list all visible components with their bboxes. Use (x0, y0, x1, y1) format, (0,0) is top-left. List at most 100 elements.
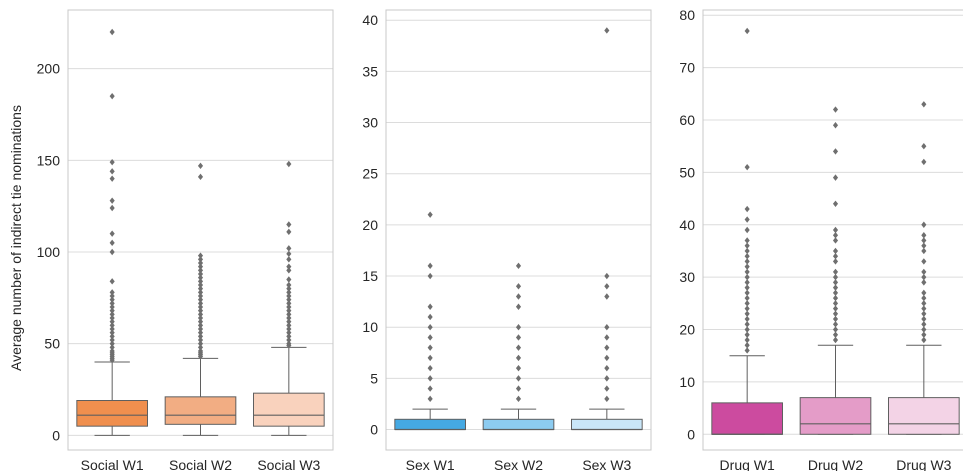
y-tick-label: 40 (679, 217, 695, 233)
flier-point (427, 262, 433, 270)
flier-point (197, 333, 204, 340)
x-tick-label: Drug W2 (808, 457, 863, 471)
iqr-box (394, 418, 467, 431)
flier-point (286, 250, 292, 258)
flier-point (286, 289, 292, 296)
flier-point (109, 239, 115, 247)
flier-point (197, 307, 204, 314)
flier-point (286, 325, 292, 333)
flier-point (604, 364, 610, 372)
flier-point (744, 326, 750, 333)
flier-point (604, 27, 610, 34)
flier-point (286, 263, 292, 270)
flier-point (515, 334, 522, 341)
flier-point (286, 281, 292, 289)
flier-point (832, 237, 839, 244)
flier-point (427, 324, 433, 331)
flier-point (109, 28, 115, 36)
flier-point (109, 92, 115, 100)
flier-point (832, 122, 839, 129)
flier-point (832, 305, 839, 312)
flier-point (109, 168, 115, 175)
y-axis-label: Average number of indirect tie nominatio… (8, 105, 24, 371)
flier-point (604, 334, 610, 341)
flier-point (286, 245, 292, 252)
flier-point (109, 329, 115, 336)
y-tick-label: 50 (679, 164, 695, 180)
flier-point (197, 311, 204, 318)
flier-point (832, 279, 839, 286)
flier-point (427, 395, 433, 403)
flier-point (427, 344, 433, 351)
flier-point (109, 318, 115, 325)
flier-point (921, 242, 927, 249)
flier-point (286, 311, 292, 318)
flier-point (197, 259, 204, 267)
flier-point (832, 148, 839, 155)
x-tick-label: Social W2 (169, 457, 232, 471)
flier-point (109, 322, 115, 329)
flier-point (286, 333, 292, 340)
y-tick-label: 70 (679, 60, 695, 76)
flier-point (286, 342, 292, 349)
flier-point (197, 270, 204, 278)
flier-point (109, 311, 115, 318)
flier-point (744, 247, 750, 255)
y-tick-label: 100 (37, 244, 61, 260)
box-social-w2 (164, 162, 237, 436)
flier-point (427, 272, 433, 280)
flier-point (197, 300, 204, 307)
y-tick-label: 10 (362, 319, 378, 335)
flier-point (744, 163, 750, 171)
y-tick-label: 40 (362, 12, 378, 28)
flier-point (286, 336, 292, 344)
box-drug-w2 (799, 106, 872, 435)
flier-point (286, 307, 292, 314)
flier-point (921, 273, 927, 281)
flier-point (197, 325, 204, 333)
flier-point (109, 300, 115, 307)
plot-frame (385, 9, 652, 451)
iqr-box (253, 392, 325, 427)
flier-point (744, 336, 750, 344)
flier-point (197, 303, 204, 311)
flier-point (427, 385, 433, 392)
flier-point (109, 303, 115, 311)
panel-3: 0 10 20 30 40 50 60 70 80 Drug W1 Drug W2 Drug W3 (679, 7, 963, 471)
flier-point (744, 347, 750, 354)
iqr-box (164, 396, 237, 425)
flier-point (427, 313, 433, 321)
flier-point (197, 292, 204, 300)
flier-point (109, 336, 115, 344)
flier-point (109, 307, 115, 314)
flier-point (744, 216, 750, 223)
flier-point (744, 321, 750, 328)
iqr-box (571, 418, 643, 431)
flier-point (921, 310, 927, 318)
flier-point (744, 252, 750, 260)
flier-point (197, 252, 204, 259)
y-tick-label: 0 (52, 427, 60, 443)
flier-point (109, 230, 115, 237)
flier-point (921, 258, 927, 265)
flier-point (744, 273, 750, 281)
flier-point (744, 294, 750, 302)
y-tick-label: 0 (687, 426, 695, 442)
flier-point (744, 226, 750, 234)
flier-point (286, 296, 292, 303)
flier-point (921, 336, 927, 344)
flier-point (604, 375, 610, 382)
y-tick-label: 35 (362, 63, 378, 79)
flier-point (515, 354, 522, 362)
flier-point (832, 315, 839, 323)
flier-point (197, 353, 204, 360)
flier-point (921, 232, 927, 239)
plot-frame (67, 9, 334, 451)
flier-point (515, 283, 522, 290)
flier-point (744, 237, 750, 244)
panel-2: 0 5 10 15 20 25 30 35 40 Sex W1 Sex W2 Sex W3 (362, 9, 652, 471)
flier-point (744, 279, 750, 286)
flier-point (427, 211, 433, 218)
y-tick-label: 0 (370, 422, 378, 438)
flier-point (197, 278, 204, 285)
